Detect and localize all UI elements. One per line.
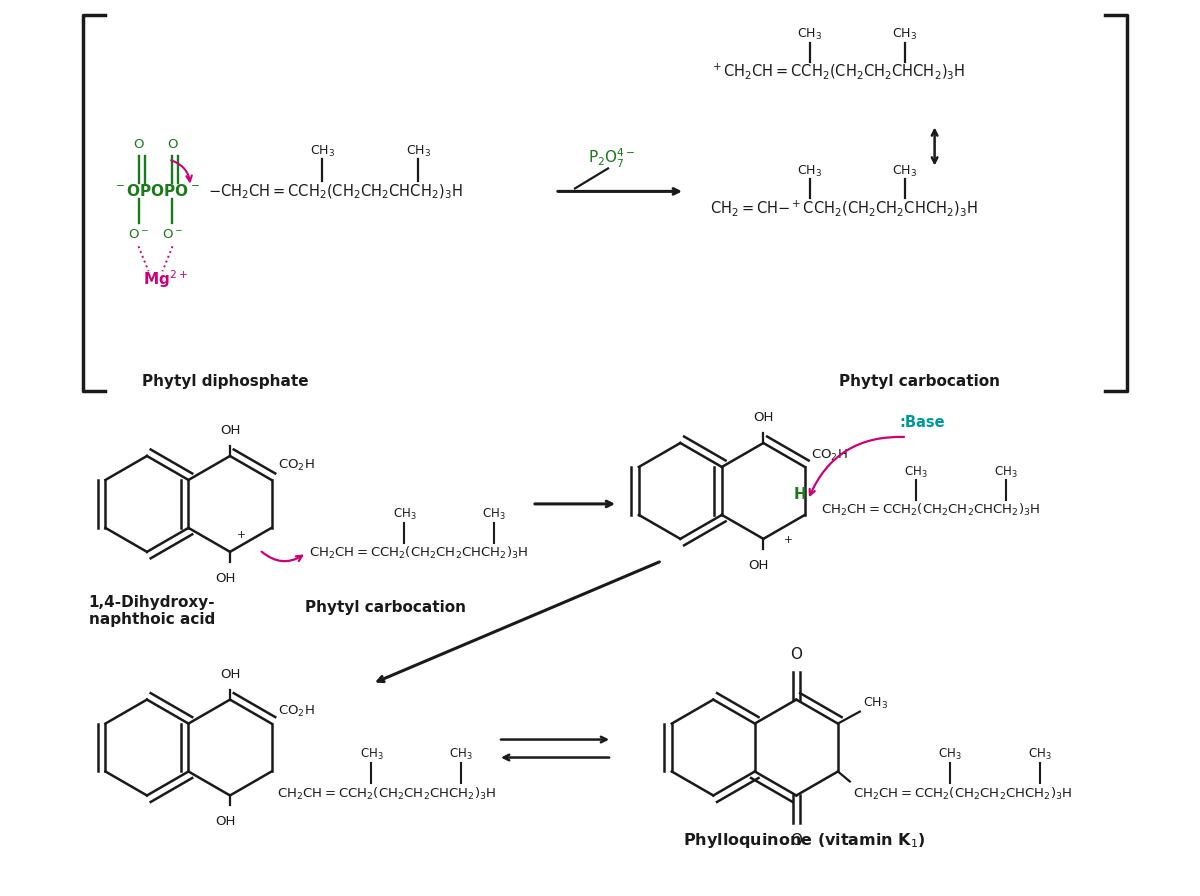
Text: CH$_3$: CH$_3$ bbox=[995, 464, 1018, 479]
Text: CH$_2$CH$=$CCH$_2$(CH$_2$CH$_2$CHCH$_2$)$_3$H: CH$_2$CH$=$CCH$_2$(CH$_2$CH$_2$CHCH$_2$)… bbox=[853, 786, 1072, 802]
Text: H: H bbox=[793, 487, 806, 503]
Text: CH$_3$: CH$_3$ bbox=[360, 747, 383, 762]
Text: CH$_3$: CH$_3$ bbox=[482, 507, 506, 522]
Text: Phytyl diphosphate: Phytyl diphosphate bbox=[142, 374, 308, 389]
Text: CH$_3$: CH$_3$ bbox=[1027, 747, 1051, 762]
Text: OH: OH bbox=[220, 668, 240, 681]
Text: OH: OH bbox=[748, 559, 768, 572]
Text: CH$_2$CH$=$CCH$_2$(CH$_2$CH$_2$CHCH$_2$)$_3$H: CH$_2$CH$=$CCH$_2$(CH$_2$CH$_2$CHCH$_2$)… bbox=[310, 545, 529, 561]
Text: CH$_3$: CH$_3$ bbox=[310, 144, 335, 159]
Text: CH$_3$: CH$_3$ bbox=[863, 696, 888, 711]
Text: $^+$: $^+$ bbox=[781, 535, 793, 550]
Text: O: O bbox=[167, 138, 178, 151]
Text: CH$_3$: CH$_3$ bbox=[797, 164, 822, 179]
Text: :Base: :Base bbox=[900, 415, 946, 429]
Text: $^-$OPOPO$^-$: $^-$OPOPO$^-$ bbox=[113, 184, 199, 200]
Text: CO$_2$H: CO$_2$H bbox=[277, 704, 314, 719]
Text: O: O bbox=[133, 138, 144, 151]
Text: CH$_2$$=$CH$-^+$CCH$_2$(CH$_2$CH$_2$CHCH$_2$)$_3$H: CH$_2$$=$CH$-^+$CCH$_2$(CH$_2$CH$_2$CHCH… bbox=[710, 199, 978, 219]
Text: CH$_3$: CH$_3$ bbox=[938, 747, 961, 762]
Text: CO$_2$H: CO$_2$H bbox=[811, 447, 847, 462]
Text: 1,4-Dihydroxy-
naphthoic acid: 1,4-Dihydroxy- naphthoic acid bbox=[89, 595, 215, 627]
Text: Phytyl carbocation: Phytyl carbocation bbox=[839, 374, 1000, 389]
Text: CH$_3$: CH$_3$ bbox=[406, 144, 431, 159]
Text: CO$_2$H: CO$_2$H bbox=[277, 458, 314, 472]
Text: O$^-$: O$^-$ bbox=[162, 228, 184, 241]
Text: O: O bbox=[791, 647, 803, 661]
Text: $^+$: $^+$ bbox=[234, 530, 246, 546]
Text: O: O bbox=[791, 833, 803, 849]
Text: CH$_3$: CH$_3$ bbox=[892, 27, 917, 42]
Text: $^+$CH$_2$CH$=$CCH$_2$(CH$_2$CH$_2$CHCH$_2$)$_3$H: $^+$CH$_2$CH$=$CCH$_2$(CH$_2$CH$_2$CHCH$… bbox=[710, 62, 965, 82]
Text: Phytyl carbocation: Phytyl carbocation bbox=[305, 600, 467, 616]
Text: CH$_3$: CH$_3$ bbox=[905, 464, 928, 479]
Text: OH: OH bbox=[754, 411, 774, 424]
Text: Mg$^{2+}$: Mg$^{2+}$ bbox=[143, 269, 187, 290]
Text: $-$CH$_2$CH$=$CCH$_2$(CH$_2$CH$_2$CHCH$_2$)$_3$H: $-$CH$_2$CH$=$CCH$_2$(CH$_2$CH$_2$CHCH$_… bbox=[209, 182, 463, 201]
Text: OH: OH bbox=[220, 424, 240, 437]
Text: Phylloquinone (vitamin K$_1$): Phylloquinone (vitamin K$_1$) bbox=[683, 831, 926, 850]
Text: CH$_2$CH$=$CCH$_2$(CH$_2$CH$_2$CHCH$_2$)$_3$H: CH$_2$CH$=$CCH$_2$(CH$_2$CH$_2$CHCH$_2$)… bbox=[276, 786, 496, 802]
Text: OH: OH bbox=[215, 572, 235, 585]
Text: CH$_3$: CH$_3$ bbox=[797, 27, 822, 42]
Text: P$_2$O$_7^{4-}$: P$_2$O$_7^{4-}$ bbox=[588, 147, 636, 170]
Text: CH$_2$CH$=$CCH$_2$(CH$_2$CH$_2$CHCH$_2$)$_3$H: CH$_2$CH$=$CCH$_2$(CH$_2$CH$_2$CHCH$_2$)… bbox=[821, 502, 1040, 518]
Text: O$^-$: O$^-$ bbox=[128, 228, 149, 241]
Text: CH$_3$: CH$_3$ bbox=[450, 747, 473, 762]
Text: CH$_3$: CH$_3$ bbox=[392, 507, 416, 522]
Text: OH: OH bbox=[215, 815, 235, 829]
Text: CH$_3$: CH$_3$ bbox=[892, 164, 917, 179]
